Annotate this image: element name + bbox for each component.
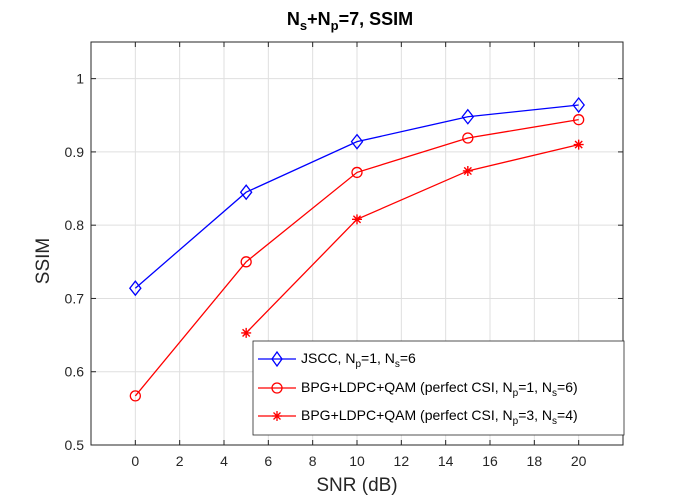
data-point-s3 [573, 139, 584, 150]
series-line-1 [134, 104, 579, 289]
x-tick-label: 2 [176, 453, 184, 469]
x-axis-label: SNR (dB) [316, 475, 397, 496]
series-1 [129, 96, 585, 297]
y-tick-label: 0.8 [65, 217, 85, 233]
data-point-s1 [572, 96, 585, 114]
y-axis-label: SSIM [33, 238, 54, 284]
legend-item-jscc: JSCC, Np=1, Ns=6 [258, 350, 416, 370]
series-2 [129, 114, 585, 402]
legend: JSCC, Np=1, Ns=6 BPG+LDPC+QAM (perfect C… [252, 340, 625, 436]
x-tick-label: 12 [394, 453, 410, 469]
data-point-s2 [573, 114, 585, 126]
data-point-s2 [240, 256, 252, 268]
x-tick-label: 0 [131, 453, 139, 469]
x-tick-label: 14 [438, 453, 454, 469]
data-point-s3 [352, 214, 362, 225]
data-point-s2 [129, 390, 141, 402]
legend-label-bpg-p1-s6: BPG+LDPC+QAM (perfect CSI, Np=1, Ns=6) [301, 379, 578, 399]
data-point-s3 [241, 327, 252, 338]
legend-marker-jscc [271, 350, 283, 368]
x-tick-label: 6 [264, 453, 272, 469]
data-point-s2 [462, 132, 474, 144]
x-tick-label: 4 [220, 453, 228, 469]
y-tick-label: 0.6 [65, 364, 85, 380]
series-line-2 [134, 119, 579, 397]
legend-marker-bpg-p1-s6 [271, 382, 283, 394]
data-point-s1 [461, 108, 475, 125]
legend-label-jscc: JSCC, Np=1, Ns=6 [301, 350, 416, 370]
x-tick-label: 18 [527, 453, 543, 469]
series-line-3 [245, 143, 579, 334]
ticks: 0 2 4 6 8 10 12 14 16 18 20 0.5 0.6 0.7 0.8 0.9 1 [65, 42, 623, 469]
data-point-s3 [462, 165, 473, 176]
y-tick-label: 0.9 [65, 144, 85, 160]
data-point-s1 [350, 133, 364, 150]
chart-title: Ns+Np=7, SSIM [287, 9, 413, 33]
legend-marker-bpg-p3-s4 [272, 411, 282, 421]
y-tick-label: 1 [76, 71, 84, 87]
data-point-s1 [129, 280, 142, 297]
y-tick-label: 0.5 [65, 437, 85, 453]
legend-item-bpg-p1-s6: BPG+LDPC+QAM (perfect CSI, Np=1, Ns=6) [258, 379, 578, 399]
legend-label-bpg-p3-s4: BPG+LDPC+QAM (perfect CSI, Np=3, Ns=4) [301, 407, 578, 427]
x-tick-label: 8 [309, 453, 317, 469]
x-tick-label: 10 [349, 453, 365, 469]
data-point-s2 [351, 166, 363, 179]
series-layer [129, 96, 585, 402]
legend-item-bpg-p3-s4: BPG+LDPC+QAM (perfect CSI, Np=3, Ns=4) [258, 407, 578, 427]
data-point-s1 [239, 184, 253, 201]
x-tick-label: 16 [482, 453, 498, 469]
x-tick-label: 20 [571, 453, 587, 469]
legend-box [252, 340, 625, 436]
series-3 [241, 139, 584, 338]
y-tick-label: 0.7 [65, 290, 85, 306]
